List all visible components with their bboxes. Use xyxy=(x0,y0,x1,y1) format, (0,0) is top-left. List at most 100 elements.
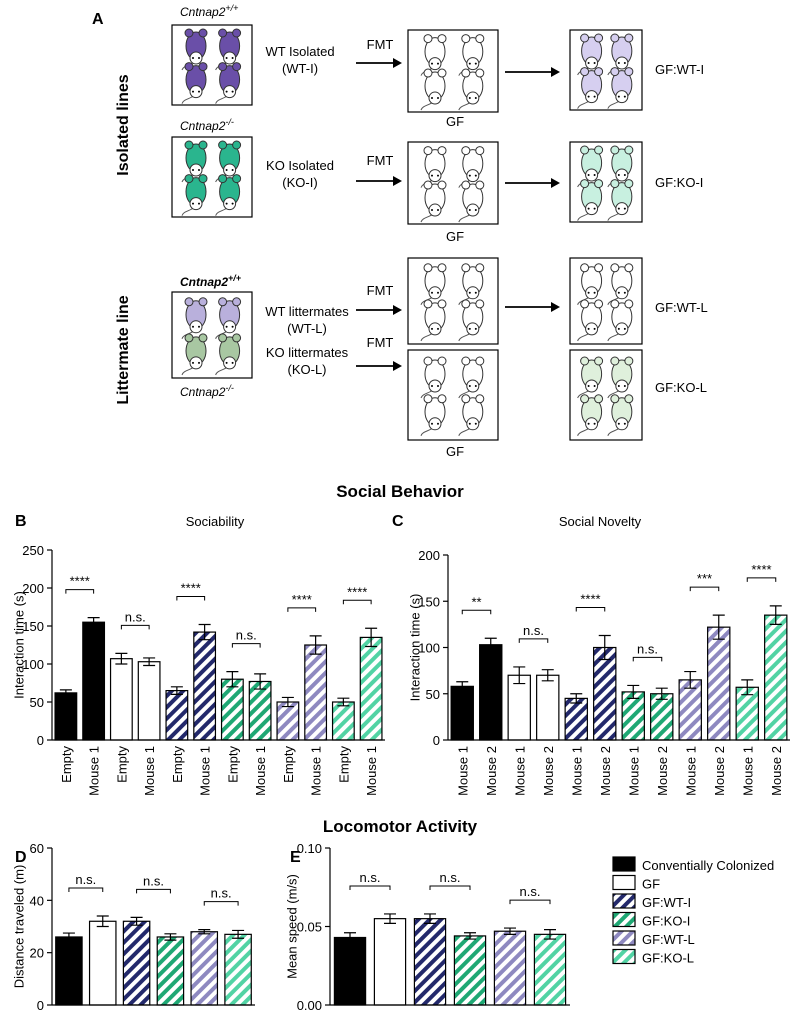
significance-label: n.s. xyxy=(143,873,164,888)
mouse-eye xyxy=(474,174,477,177)
bar xyxy=(137,661,161,741)
mouse-ear xyxy=(232,333,242,343)
legend-label: GF:WT-I xyxy=(642,895,691,910)
mouse-head xyxy=(466,379,480,393)
outcome: GF:WT-L xyxy=(655,300,708,315)
mouse xyxy=(458,68,485,111)
mouse-eye xyxy=(617,174,620,176)
genotype: Cntnap2-/- xyxy=(180,383,234,399)
chart-title: Social Novelty xyxy=(559,514,642,529)
mouse-eye xyxy=(231,169,234,171)
mouse-ear xyxy=(437,263,447,273)
bar xyxy=(373,918,407,1006)
y-tick-label: 0 xyxy=(37,733,44,748)
error-bar xyxy=(541,669,554,682)
mouse-eye xyxy=(474,62,477,65)
mouse-eye xyxy=(587,422,590,425)
significance-label: n.s. xyxy=(440,870,461,885)
x-tick-label: Mouse 2 xyxy=(769,746,784,796)
significance-label: n.s. xyxy=(211,886,232,901)
error-bar xyxy=(164,933,177,941)
fmt: FMT xyxy=(367,153,394,168)
gf-label: GF xyxy=(446,229,464,244)
mouse-ear xyxy=(461,263,471,273)
mouse-ear xyxy=(437,68,447,78)
bar xyxy=(276,701,300,741)
mouse-ear xyxy=(232,62,242,72)
mouse-eye xyxy=(192,169,194,171)
mouse-head xyxy=(615,168,629,182)
mouse-ear xyxy=(423,180,433,190)
legend-swatch xyxy=(612,893,636,909)
x-tick-label: Mouse 1 xyxy=(569,746,584,796)
mouse-head xyxy=(223,320,237,334)
mouse-ear xyxy=(232,174,242,184)
mouse-ear xyxy=(594,179,604,189)
arrow-head xyxy=(551,178,560,188)
mouse-eye xyxy=(431,327,433,330)
mouse-head xyxy=(585,168,599,182)
mouse xyxy=(215,297,242,340)
legend-swatch xyxy=(612,874,636,891)
mouse-ear xyxy=(423,394,433,404)
mouse-ear xyxy=(198,140,208,150)
mouse-head xyxy=(223,51,237,65)
mouse-eye xyxy=(468,385,471,387)
mouse-head xyxy=(428,91,442,105)
mouse-head xyxy=(428,203,442,217)
x-tick-label: Mouse 1 xyxy=(87,746,102,796)
x-tick-label: Mouse 2 xyxy=(655,746,670,796)
error-bar xyxy=(226,671,239,688)
y-tick-label: 20 xyxy=(30,946,44,961)
mouse-head xyxy=(585,56,599,70)
mouse-eye xyxy=(225,90,228,93)
mouse xyxy=(215,174,242,216)
mouse-eye xyxy=(231,325,234,328)
mouse-ear xyxy=(184,333,194,343)
mouse-eye xyxy=(198,361,200,364)
mouse-head xyxy=(615,56,629,70)
error-bar xyxy=(115,652,128,665)
mouse-ear xyxy=(198,28,208,38)
mouse-eye xyxy=(587,95,590,98)
significance-bracket xyxy=(429,885,471,890)
y-tick-label: 200 xyxy=(22,581,44,596)
significance-label: **** xyxy=(347,584,367,599)
mouse-eye xyxy=(437,62,439,65)
mouse-ear xyxy=(580,179,590,189)
bar xyxy=(55,936,83,1006)
bar xyxy=(536,674,560,741)
mouse-head xyxy=(428,169,442,183)
mouse-ear xyxy=(594,263,604,273)
row-label: Littermate line xyxy=(115,295,132,404)
bar xyxy=(331,701,355,741)
mouse-eye xyxy=(198,90,200,93)
mouse-ear xyxy=(423,68,433,78)
mouse-eye xyxy=(623,385,626,387)
bar xyxy=(333,936,367,1006)
mouse-ear xyxy=(232,28,242,38)
x-tick-label: Mouse 1 xyxy=(253,746,268,796)
mouse-eye xyxy=(587,62,590,64)
mouse-ear xyxy=(198,333,208,343)
mouse-eye xyxy=(231,361,234,364)
error-bar xyxy=(337,697,350,707)
mouse-eye xyxy=(198,57,200,59)
mouse xyxy=(577,356,604,399)
mouse-eye xyxy=(437,209,439,212)
error-bar xyxy=(544,929,556,940)
significance-label: **** xyxy=(70,574,90,589)
mouse-head xyxy=(615,90,629,104)
y-tick-label: 40 xyxy=(30,893,44,908)
mouse-eye xyxy=(623,174,626,176)
error-bar xyxy=(384,913,396,924)
error-bar xyxy=(344,932,356,943)
legend-label: Conventially Colonized xyxy=(642,858,774,873)
x-tick-label: Empty xyxy=(225,746,240,783)
mouse-ear xyxy=(624,145,634,155)
mouse-head xyxy=(189,356,203,370)
mouse-ear xyxy=(218,297,228,307)
mouse xyxy=(577,299,604,342)
y-axis-label: Interaction time (s) xyxy=(408,594,423,702)
mouse xyxy=(181,333,208,376)
